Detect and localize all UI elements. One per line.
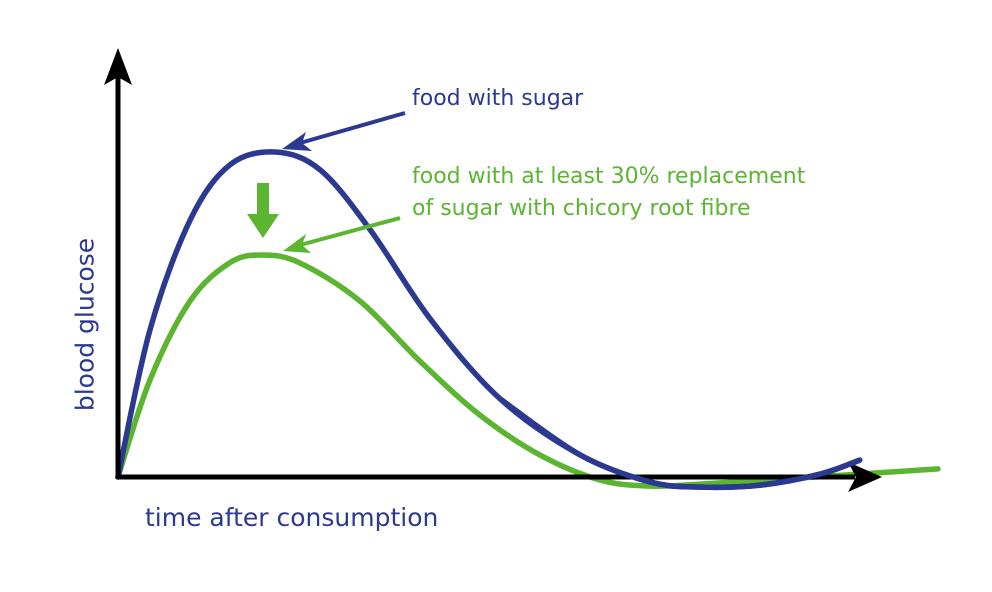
x-axis-arrowhead	[848, 462, 882, 492]
y-axis-label: blood glucose	[70, 237, 100, 412]
y-axis-arrowhead	[104, 48, 132, 85]
reduction-down-arrow	[247, 183, 279, 238]
x-axis-label: time after consumption	[145, 503, 439, 532]
fibre-pointer-arrowhead	[283, 234, 311, 253]
fibre-label-line-1: food with at least 30% replacement	[412, 164, 806, 189]
sugar-pointer-arrow	[299, 111, 406, 145]
fibre-pointer-arrow	[299, 216, 401, 247]
fibre-series-label: food with at least 30% replacement of su…	[412, 161, 805, 225]
sugar-curve-tail	[497, 396, 863, 491]
fibre-curve	[115, 252, 941, 490]
fibre-label-line-2: of sugar with chicory root fibre	[412, 196, 751, 221]
sugar-pointer-arrowhead	[282, 132, 312, 151]
sugar-series-label: food with sugar	[412, 86, 584, 111]
